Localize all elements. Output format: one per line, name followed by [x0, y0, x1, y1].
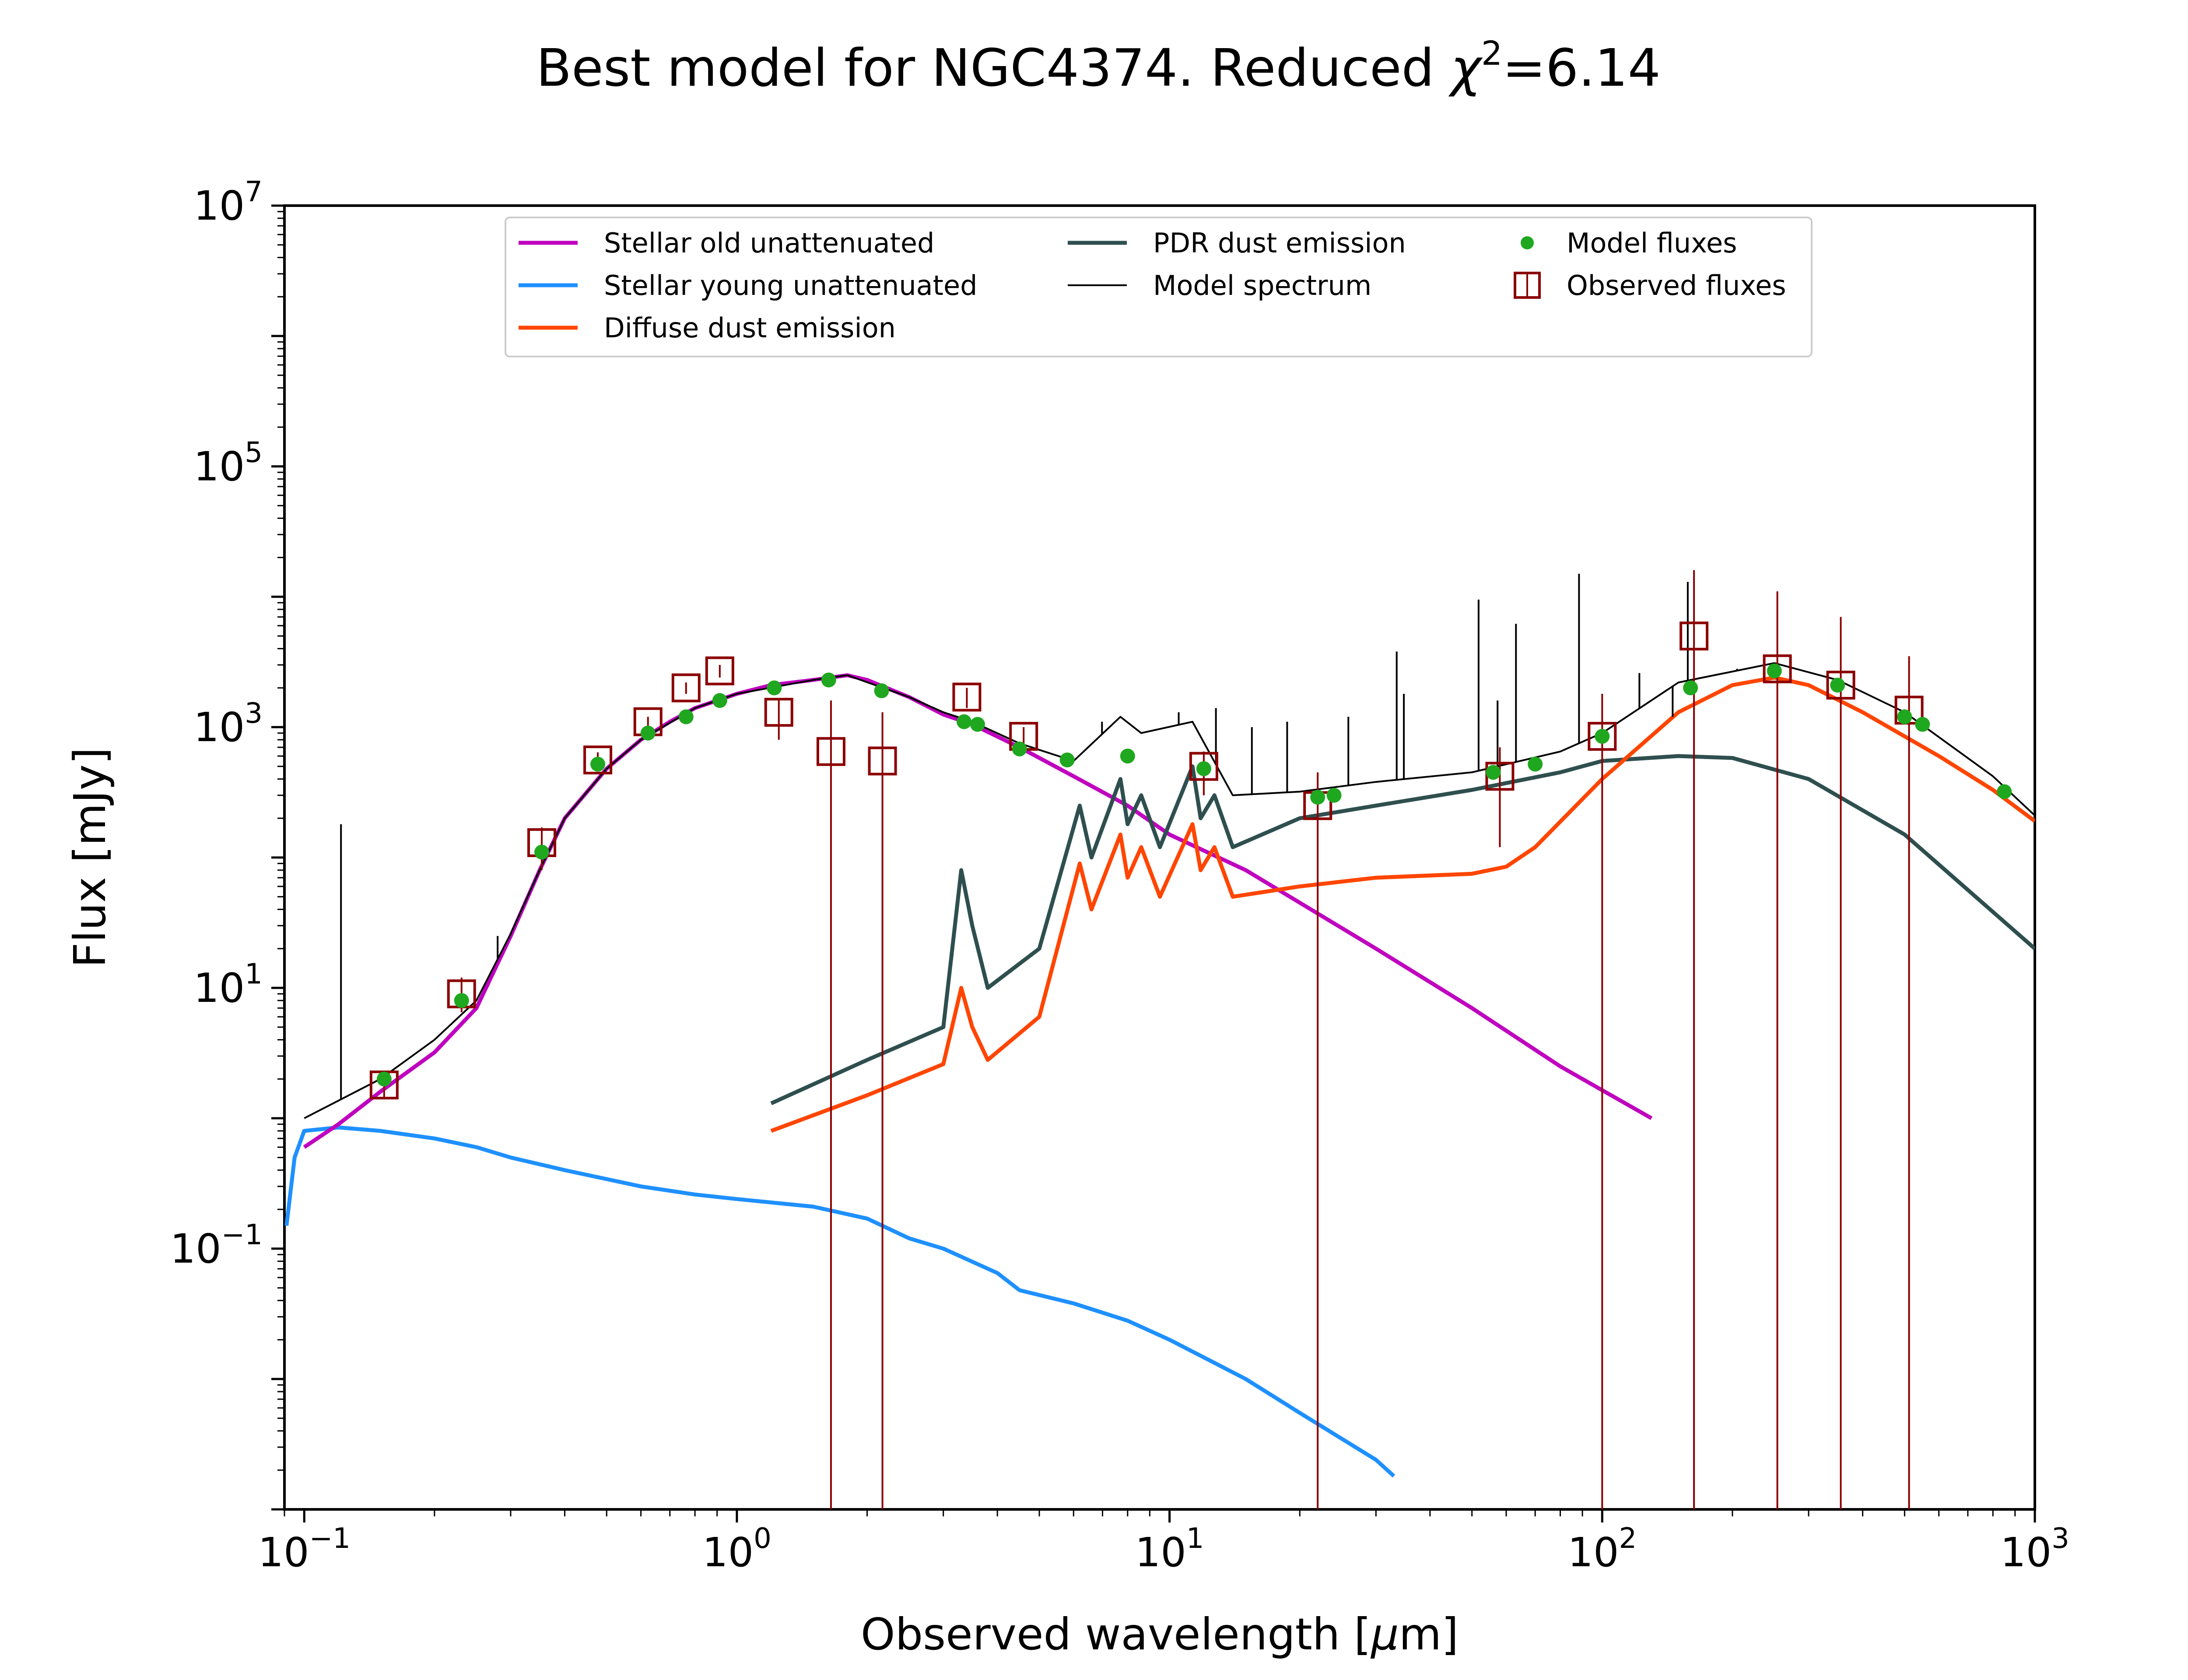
model-flux-1: [454, 993, 469, 1008]
model-flux-20: [1595, 729, 1610, 744]
observed-flux-19: [1894, 696, 1924, 725]
model-flux-22: [1767, 663, 1782, 679]
model-flux-19: [1528, 756, 1543, 772]
y-axis-label: Flux [mJy]: [64, 747, 116, 968]
model-flux-4: [640, 725, 656, 741]
x-tick-label-0: 10−1: [258, 1522, 351, 1576]
x-axis-label: Observed wavelength [μm]: [861, 1609, 1459, 1660]
observed-flux-14: [1485, 762, 1515, 791]
model-flux-23: [1830, 677, 1845, 693]
observed-flux-12: [1189, 752, 1218, 781]
model-flux-14: [1120, 749, 1135, 764]
observed-flux-9: [868, 746, 897, 776]
legend-pdr-dust-emission-label: PDR dust emission: [1153, 227, 1406, 259]
legend-model-spectrum-label: Model spectrum: [1153, 270, 1371, 301]
x-tick-label-3: 102: [1567, 1522, 1637, 1576]
observed-flux-16: [1680, 621, 1709, 651]
model-flux-6: [712, 693, 727, 708]
chart-legend: Stellar old unattenuated Stellar young un…: [505, 217, 1813, 357]
legend-stellar-young-unattenuated-label: Stellar young unattenuated: [604, 270, 977, 301]
model-flux-10: [957, 714, 972, 729]
model-flux-18: [1486, 765, 1501, 780]
observed-flux-18: [1826, 670, 1855, 700]
legend-model-fluxes-label: Model fluxes: [1567, 227, 1737, 259]
series-stellar-young-unattenuated: [284, 1125, 1396, 1478]
y-tick-label-2: 103: [193, 697, 263, 751]
model-flux-5: [678, 709, 694, 724]
observed-flux-5: [671, 673, 701, 703]
legend-stellar-old-unattenuated-label: Stellar old unattenuated: [604, 227, 934, 259]
observed-flux-7: [764, 698, 793, 727]
model-flux-16: [1310, 790, 1325, 805]
y-tick-label-1: 101: [193, 958, 263, 1012]
x-tick-label-2: 101: [1135, 1522, 1204, 1576]
plot-area: [284, 570, 2035, 1509]
x-tick-label-4: 103: [2000, 1522, 2069, 1576]
model-flux-24: [1897, 709, 1912, 724]
model-flux-7: [767, 680, 782, 696]
observed-flux-8: [816, 737, 845, 766]
axis-ticks: 10−1 100 101 102 103 10−1 101 103 105 107: [170, 176, 2069, 1576]
observed-flux-10: [952, 682, 982, 712]
observed-flux-3: [583, 746, 613, 775]
model-flux-8: [821, 672, 836, 688]
y-tick-label-3: 105: [193, 437, 263, 490]
model-flux-15: [1196, 761, 1211, 776]
model-flux-2: [534, 844, 550, 860]
legend-model-fluxes-swatch: [1521, 236, 1534, 249]
model-flux-12: [1012, 741, 1027, 756]
model-flux-25: [1915, 717, 1930, 732]
model-flux-26: [1997, 784, 2012, 799]
model-flux-11: [970, 717, 985, 732]
series-pdr-dust-emission: [770, 754, 2035, 1106]
observed-flux-6: [705, 656, 734, 686]
observed-flux-15: [1588, 722, 1617, 751]
observed-flux-17: [1763, 654, 1792, 683]
model-flux-17: [1326, 788, 1342, 803]
y-tick-label-4: 107: [193, 176, 263, 229]
legend-observed-fluxes-label: Observed fluxes: [1567, 270, 1786, 301]
legend-diffuse-dust-emission-label: Diffuse dust emission: [604, 312, 896, 344]
model-flux-13: [1059, 752, 1075, 768]
y-tick-label-0: 10−1: [170, 1219, 263, 1272]
model-flux-9: [874, 683, 889, 698]
model-flux-0: [376, 1071, 392, 1087]
chart-title: Best model for NGC4374. Reduced χ2=6.14: [536, 34, 1661, 98]
x-tick-label-1: 100: [702, 1522, 771, 1576]
model-flux-3: [590, 756, 606, 772]
legend-box: [505, 217, 1813, 357]
model-flux-21: [1683, 680, 1698, 696]
